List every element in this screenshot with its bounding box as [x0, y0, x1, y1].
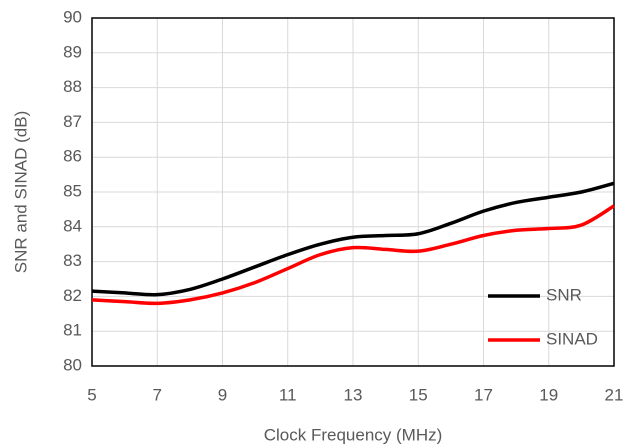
y-tick-label: 88 [63, 77, 82, 96]
legend-label: SINAD [546, 329, 598, 348]
x-tick-label: 17 [474, 385, 493, 404]
x-tick-label: 11 [279, 385, 297, 404]
x-axis-label: Clock Frequency (MHz) [264, 425, 443, 444]
y-tick-label: 89 [63, 42, 82, 61]
x-tick-label: 21 [605, 385, 624, 404]
y-tick-label: 84 [63, 216, 82, 235]
y-tick-label: 83 [63, 251, 82, 270]
y-tick-label: 85 [63, 181, 82, 200]
legend-label: SNR [546, 285, 582, 304]
x-tick-label: 5 [87, 385, 96, 404]
x-tick-label: 15 [409, 385, 428, 404]
plot-frame [91, 17, 615, 367]
y-tick-label: 90 [63, 7, 82, 26]
y-tick-label: 82 [63, 286, 82, 305]
data-line [91, 181, 615, 297]
y-tick-label: 80 [63, 355, 82, 374]
y-tick-label: 86 [63, 147, 82, 166]
x-tick-label: 7 [153, 385, 162, 404]
y-axis-label: SNR and SINAD (dB) [11, 111, 30, 274]
x-tick-label: 19 [539, 385, 558, 404]
x-tick-label: 13 [344, 385, 363, 404]
y-tick-label: 87 [63, 112, 82, 131]
data-line [91, 204, 615, 306]
x-tick-label: 9 [218, 385, 227, 404]
y-tick-label: 81 [63, 321, 82, 340]
